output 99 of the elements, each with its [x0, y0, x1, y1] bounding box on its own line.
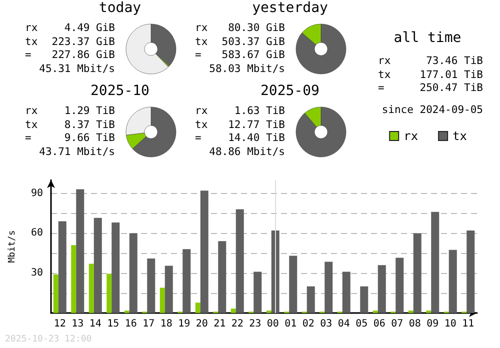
text: tx	[25, 36, 38, 49]
bar	[289, 256, 298, 313]
text: 14.40 TiB	[227, 132, 285, 146]
text: all time	[392, 30, 462, 46]
x-tick-label: 21	[214, 318, 226, 330]
x-tick-label: 23	[249, 318, 262, 330]
text: 583.67 GiB	[220, 49, 285, 62]
legend-label: rx	[404, 129, 418, 143]
y-tick-label: 90	[30, 188, 43, 199]
x-tick-label: 16	[124, 318, 137, 330]
bar	[306, 286, 315, 313]
x-tick-label: 11	[462, 318, 474, 330]
bar	[164, 266, 173, 313]
bar	[448, 250, 457, 313]
text: 58.03 Mbit/s	[208, 62, 285, 76]
text: =	[195, 132, 202, 146]
text: 503.37 GiB	[220, 36, 285, 49]
bar	[396, 258, 404, 313]
bar	[342, 272, 350, 313]
text: tx	[25, 118, 38, 132]
text: tx	[378, 68, 391, 82]
bar	[324, 262, 333, 313]
y-tick-label: 60	[30, 228, 43, 239]
text: rx	[25, 105, 38, 118]
text: 1.29 TiB	[63, 105, 115, 118]
text: 250.47 TiB	[418, 82, 483, 96]
text: 1.63 TiB	[233, 105, 285, 118]
x-tick-label: 22	[231, 318, 244, 330]
text: 80.30 GiB	[227, 22, 285, 36]
chart-title: 2025-09	[260, 83, 320, 99]
x-tick-label: 18	[160, 318, 172, 330]
x-tick-label: 20	[196, 318, 208, 330]
chart-title: today	[98, 0, 142, 16]
bar	[236, 209, 244, 313]
text: 8.37 TiB	[63, 118, 115, 132]
x-tick-label: 04	[338, 318, 350, 330]
text: 177.01 TiB	[418, 68, 483, 82]
bar	[254, 272, 262, 313]
bar	[129, 233, 138, 313]
bar	[431, 212, 440, 313]
x-tick-label: 07	[391, 318, 404, 330]
y-tick-label: 30	[30, 268, 43, 279]
bar	[230, 308, 236, 313]
chart-title: 2025-10	[89, 83, 150, 99]
text: 227.86 GiB	[50, 49, 115, 62]
text: rx	[195, 22, 208, 36]
bar	[378, 265, 386, 313]
x-tick-label: 19	[178, 318, 190, 330]
bar	[182, 249, 191, 313]
x-tick-label: 00	[266, 318, 279, 330]
x-tick-label: 05	[356, 318, 368, 330]
bar	[360, 286, 368, 313]
text: 9.66 TiB	[63, 132, 115, 146]
y-axis-title: Mbit/s	[8, 230, 18, 263]
x-tick-label: 08	[408, 318, 421, 330]
x-tick-label: 06	[373, 318, 386, 330]
text: tx	[195, 118, 208, 132]
text: tx	[195, 36, 208, 49]
text: 4.49 GiB	[63, 22, 115, 36]
bar	[94, 218, 102, 313]
bar	[195, 302, 200, 313]
text: 43.71 Mbit/s	[38, 146, 115, 159]
chart-title: yesterday	[251, 0, 329, 16]
x-tick-label: 10	[444, 318, 456, 330]
x-tick-label: 02	[302, 318, 314, 330]
bar	[218, 241, 226, 313]
text: rx	[195, 105, 208, 118]
bar	[71, 245, 76, 313]
text: =	[378, 82, 386, 96]
bar	[106, 274, 112, 313]
bar	[413, 233, 422, 313]
bar	[200, 190, 208, 313]
legend-label: tx	[452, 129, 468, 143]
x-tick-label: 15	[107, 318, 120, 330]
text: 73.46 TiB	[425, 55, 483, 68]
text: 45.31 Mbit/s	[38, 62, 115, 76]
bar	[53, 274, 58, 313]
x-tick-label: 13	[72, 318, 84, 330]
x-tick-label: 17	[142, 318, 155, 330]
text: =	[195, 49, 202, 62]
text: since 2024-09-05	[380, 104, 483, 117]
x-tick-label: 01	[284, 318, 297, 330]
x-tick-label: 14	[89, 318, 102, 330]
text: rx	[378, 55, 391, 68]
text: 12.77 TiB	[227, 118, 285, 132]
text: =	[25, 132, 32, 146]
bar	[160, 288, 165, 313]
text: 223.37 GiB	[50, 36, 115, 49]
bar	[88, 264, 94, 313]
text: =	[25, 49, 32, 62]
bar	[147, 258, 156, 313]
x-tick-label: 12	[54, 318, 66, 330]
bar	[76, 189, 84, 313]
text: 48.86 Mbit/s	[208, 146, 285, 159]
bar	[58, 221, 66, 313]
text: rx	[25, 22, 38, 36]
bar	[112, 222, 120, 313]
x-tick-label: 03	[320, 318, 332, 330]
x-tick-label: 09	[426, 318, 439, 330]
